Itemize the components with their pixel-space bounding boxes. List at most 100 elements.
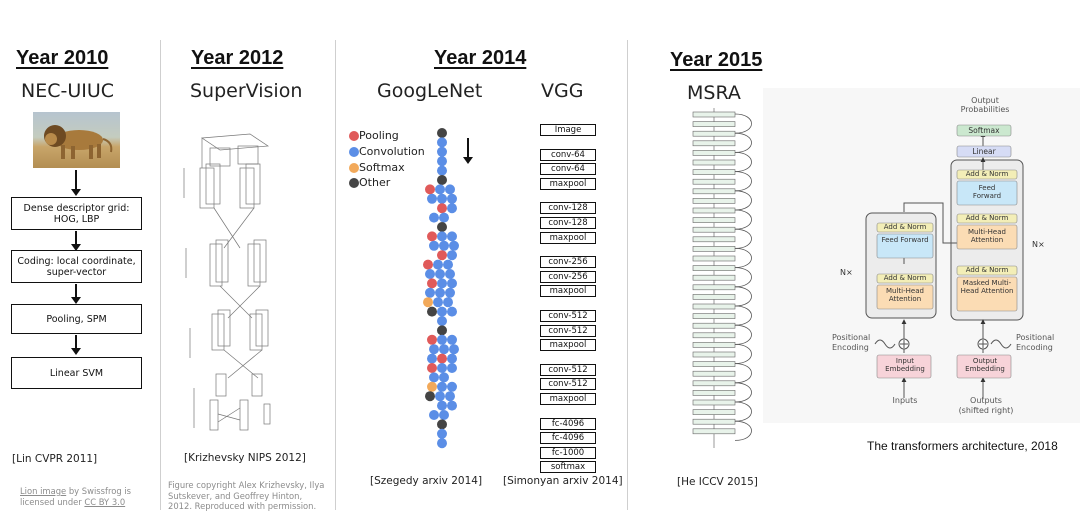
- googlenet-node: [427, 334, 437, 345]
- resnet-layer: [692, 111, 736, 118]
- tf-output-probabilities: Output Probabilities: [960, 96, 1010, 114]
- resnet-skip: [734, 228, 752, 249]
- googlenet-node: [439, 344, 449, 355]
- vgg-layer: conv-128: [540, 217, 596, 229]
- legend-pooling-dot: [349, 131, 359, 141]
- legend-other: Other: [359, 176, 391, 189]
- tf-nx-right: N×: [1032, 240, 1045, 249]
- googlenet-node: [437, 193, 447, 204]
- resnet-layer: [692, 351, 736, 358]
- googlenet-node: [439, 410, 449, 420]
- tf-dec-addnorm-1: Add & Norm: [965, 266, 1009, 274]
- citation-he: [He ICCV 2015]: [677, 476, 758, 488]
- resnet-layer: [692, 130, 736, 137]
- resnet-skip: [734, 190, 752, 211]
- googlenet-node: [437, 325, 447, 336]
- googlenet-node: [437, 381, 447, 392]
- googlenet-node: [437, 203, 447, 214]
- vgg-layer: conv-512: [540, 310, 596, 322]
- legend-other-dot: [349, 178, 359, 188]
- googlenet-node: [445, 391, 455, 402]
- resnet-layer: [692, 361, 736, 367]
- googlenet-node: [445, 184, 455, 195]
- googlenet-node: [447, 400, 457, 411]
- resnet-layer: [692, 418, 736, 425]
- googlenet-node: [449, 344, 459, 355]
- lion-image-link[interactable]: Lion image: [20, 486, 67, 496]
- googlenet-node: [427, 363, 437, 373]
- resnet-layer: [692, 322, 736, 329]
- googlenet-node: [449, 240, 459, 251]
- tf-input-embedding: Input Embedding: [885, 357, 925, 373]
- vgg-layer: maxpool: [540, 339, 596, 352]
- cc-license-link[interactable]: CC BY 3.0: [84, 496, 126, 507]
- tf-dec-multi-head: Multi-Head Attention: [968, 228, 1006, 244]
- resnet-layer: [692, 303, 736, 310]
- vgg-layer: conv-512: [540, 324, 596, 337]
- vgg-layer: conv-64: [540, 148, 596, 161]
- vgg-layer: softmax: [540, 461, 596, 474]
- resnet-skip: [734, 401, 752, 422]
- googlenet-node: [437, 353, 447, 364]
- year-2012-heading: Year 2012: [191, 47, 284, 69]
- tf-dec-addnorm-3: Add & Norm: [965, 170, 1009, 178]
- resnet-skip: [734, 113, 752, 134]
- googlenet-node: [447, 306, 457, 317]
- resnet-layer: [692, 284, 736, 291]
- lion-credit: Lion image by Swissfrog is licensed unde…: [20, 486, 132, 507]
- googlenet-node: [447, 278, 457, 289]
- resnet-layer: [692, 428, 736, 435]
- googlenet-node: [427, 278, 437, 289]
- vgg-layer: conv-256: [540, 270, 596, 283]
- citation-szegedy: [Szegedy arxiv 2014]: [370, 475, 483, 487]
- vgg-layer: conv-256: [540, 256, 596, 269]
- tf-masked-multi-head: Masked Multi-Head Attention: [960, 279, 1014, 295]
- vgg-layer: conv-512: [540, 363, 596, 376]
- vgg-layer: conv-128: [540, 202, 596, 215]
- googlenet-node: [427, 306, 437, 317]
- tf-nx-left: N×: [840, 268, 853, 277]
- resnet-layer: [692, 246, 736, 252]
- tf-enc-addnorm-1: Add & Norm: [883, 274, 927, 282]
- resnet-layer: [692, 274, 736, 281]
- citation-simonyan: [Simonyan arxiv 2014]: [503, 475, 623, 487]
- legend-convolution: Convolution: [359, 145, 425, 158]
- arrow-4: [71, 335, 81, 355]
- resnet-skip: [734, 344, 752, 364]
- tf-enc-multi-head: Multi-Head Attention: [886, 287, 924, 303]
- googlenet-node: [433, 297, 443, 308]
- vgg-layer: Image: [540, 124, 596, 136]
- vgg-layer: maxpool: [540, 393, 596, 405]
- legend-pooling: Pooling: [359, 129, 399, 142]
- tf-enc-addnorm-2: Add & Norm: [883, 223, 927, 231]
- arrow-3: [71, 284, 81, 304]
- tf-inputs: Inputs: [892, 396, 918, 405]
- googlenet-node: [429, 372, 439, 383]
- lion-image: [33, 112, 120, 168]
- resnet-layer: [692, 380, 736, 387]
- googlenet-node: [437, 438, 447, 449]
- resnet-layer: [692, 370, 736, 377]
- tf-enc-feed-forward: Feed Forward: [881, 236, 929, 244]
- googlenet-node: [425, 184, 435, 195]
- googlenet-node: [439, 212, 449, 223]
- resnet-skip: [734, 248, 752, 268]
- vgg-layer: fc-4096: [540, 417, 596, 430]
- year-2015-heading: Year 2015: [670, 49, 763, 71]
- alexnet-credit: Figure copyright Alex Krizhevsky, Ilya S…: [168, 480, 325, 511]
- googlenet-node: [437, 222, 447, 232]
- googlenet-node: [423, 259, 433, 270]
- resnet-layer: [692, 226, 736, 233]
- tf-softmax: Softmax: [968, 126, 1000, 135]
- googlenet-direction-arrow: [463, 138, 473, 164]
- googlenet-node: [435, 391, 445, 402]
- resnet-skip: [734, 171, 752, 192]
- googlenet-node: [427, 193, 437, 204]
- googlenet-node: [437, 146, 447, 157]
- resnet-layer: [692, 159, 736, 166]
- vgg-layer: fc-4096: [540, 432, 596, 445]
- googlenet-node: [429, 240, 439, 251]
- googlenet-node: [447, 250, 457, 261]
- googlenet-node: [427, 353, 437, 364]
- googlenet-node: [447, 193, 457, 204]
